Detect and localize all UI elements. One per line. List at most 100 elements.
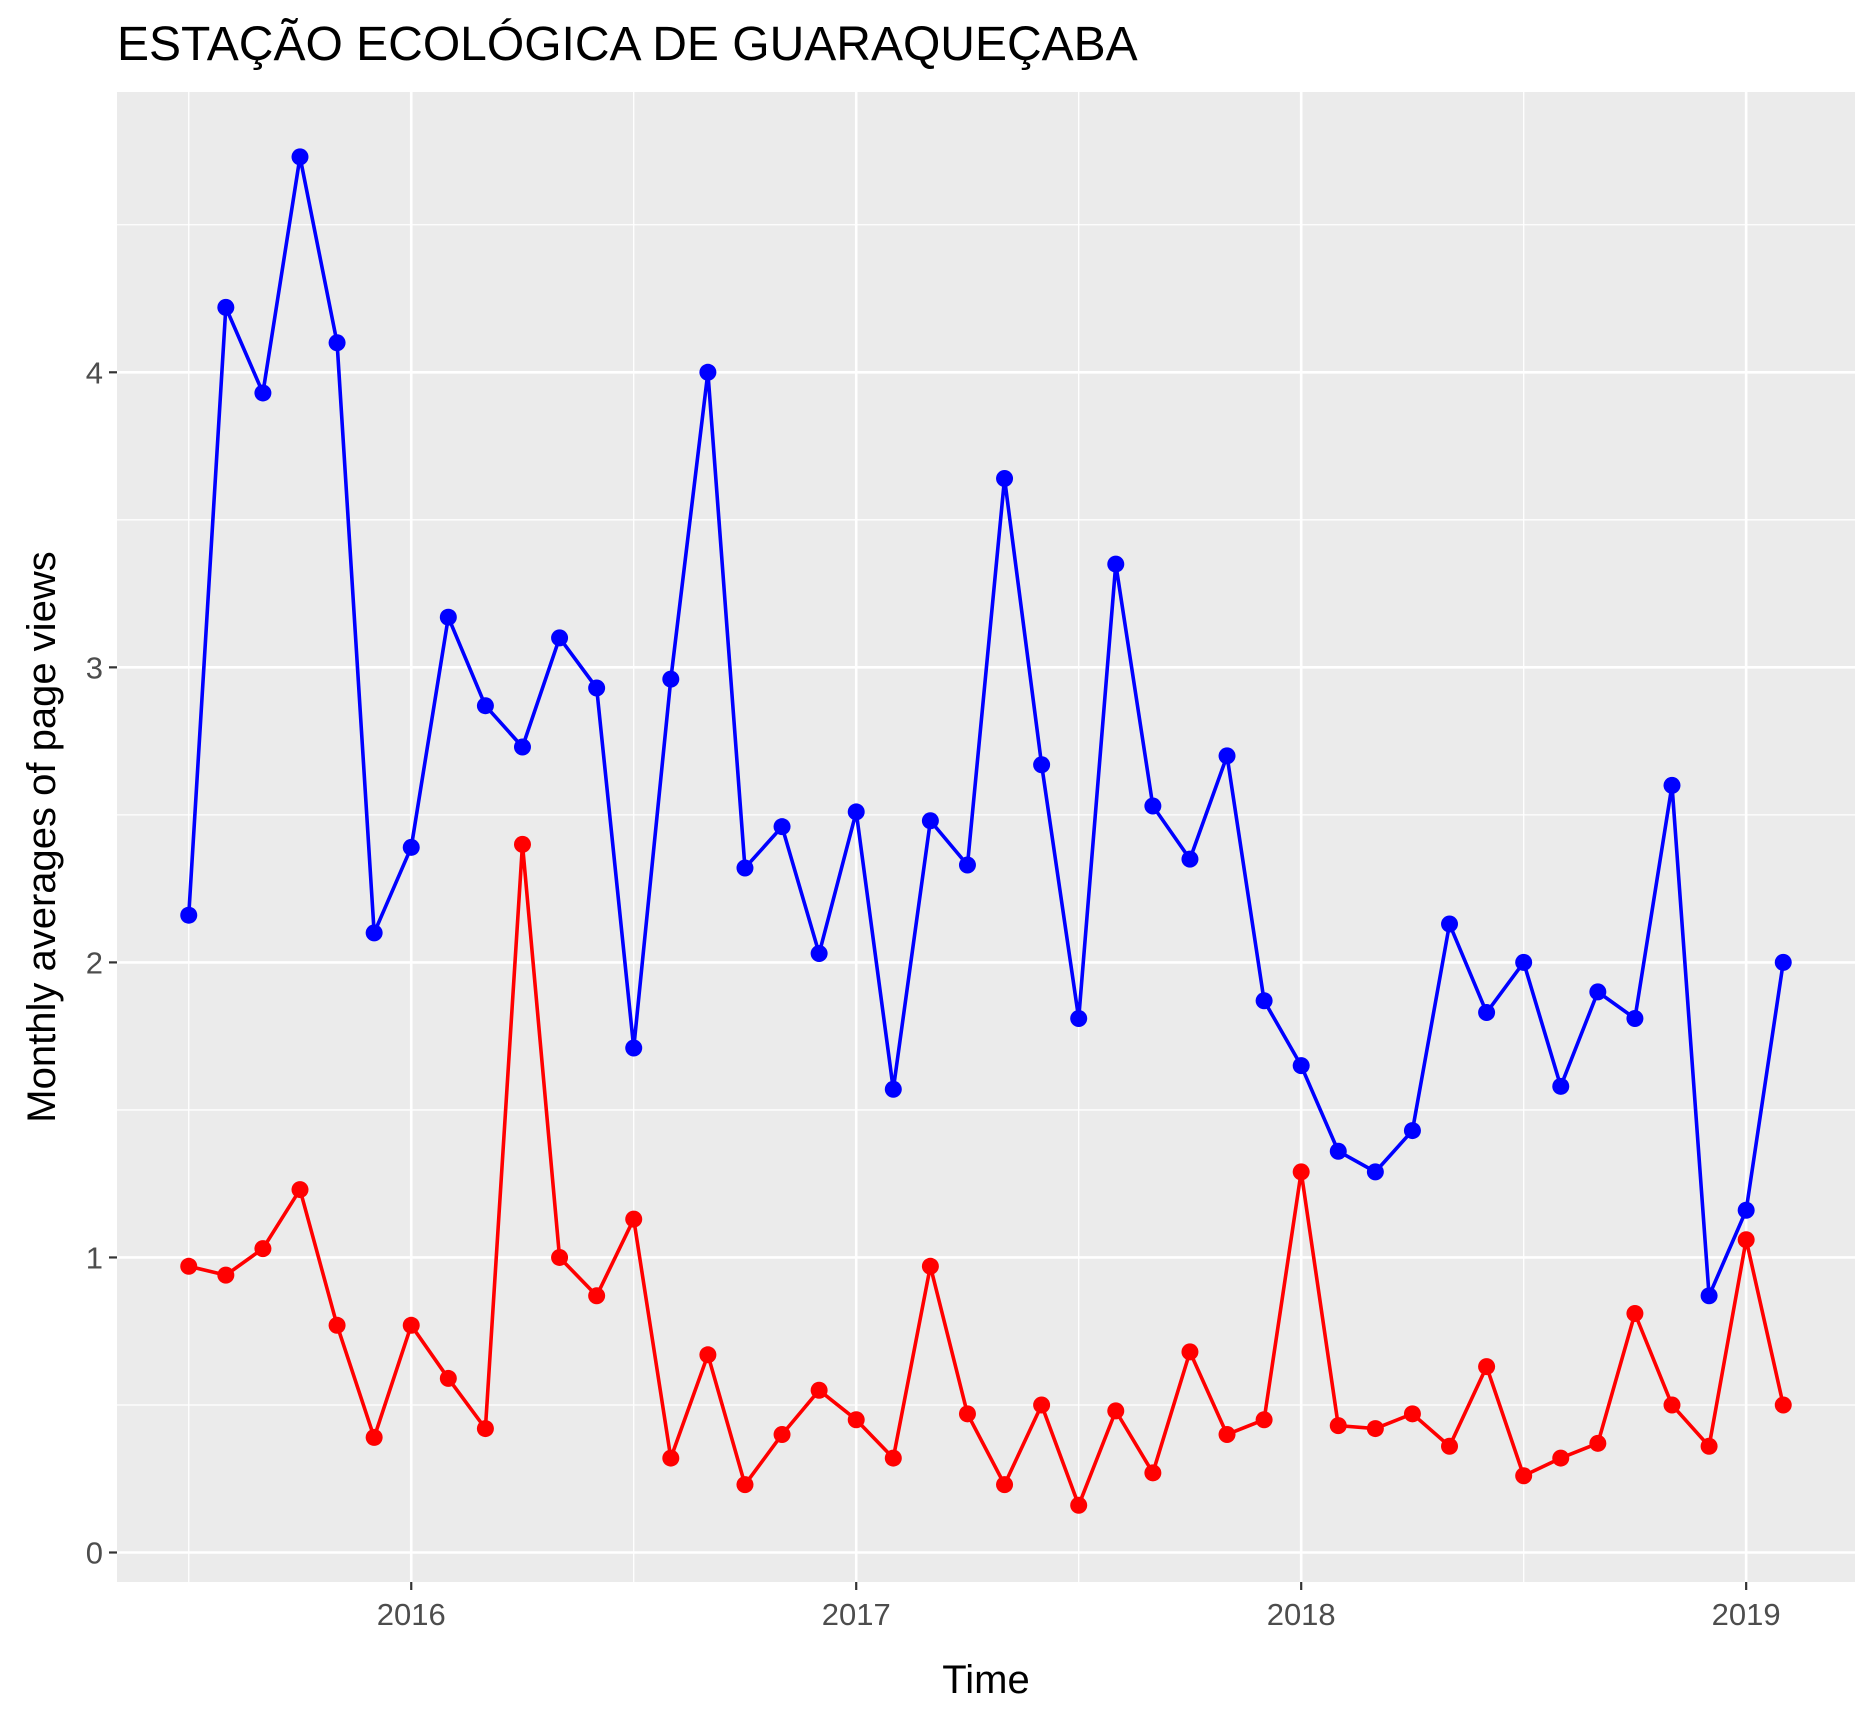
series-1-point	[1700, 1437, 1718, 1455]
series-0-point	[1626, 1009, 1644, 1027]
series-1-point	[1441, 1437, 1459, 1455]
series-0-point	[699, 363, 717, 381]
x-tick-label: 2017	[822, 1597, 891, 1632]
series-0-point	[1515, 953, 1533, 971]
series-0-point	[291, 148, 309, 166]
series-1-point	[1033, 1396, 1051, 1414]
series-1-point	[1144, 1464, 1162, 1482]
series-1-point	[1663, 1396, 1681, 1414]
y-tick-label: 1	[86, 1240, 103, 1275]
series-1-point	[699, 1346, 717, 1364]
series-1-point	[588, 1287, 606, 1305]
series-1-point	[402, 1316, 420, 1334]
series-1-point	[1292, 1163, 1310, 1181]
series-0-point	[1552, 1077, 1570, 1095]
series-0-point	[551, 629, 569, 647]
series-layer	[180, 148, 1792, 1514]
x-tick-label: 2019	[1712, 1597, 1781, 1632]
series-0-point	[662, 670, 680, 688]
series-0-point	[439, 608, 457, 626]
series-1-point	[884, 1449, 902, 1467]
series-1-point	[1478, 1358, 1496, 1376]
series-1-point	[254, 1240, 272, 1258]
series-1-point	[1552, 1449, 1570, 1467]
series-0-point	[996, 470, 1014, 488]
series-0-point	[1033, 756, 1051, 774]
series-0-point	[1403, 1122, 1421, 1140]
y-tick-label: 4	[86, 355, 103, 390]
x-tick-label: 2018	[1267, 1597, 1336, 1632]
series-1-point	[736, 1476, 754, 1494]
series-0-point	[365, 924, 383, 942]
series-0-point	[1774, 953, 1792, 971]
series-0-point	[1663, 776, 1681, 794]
series-1-point	[1515, 1467, 1533, 1485]
minor-grid	[117, 92, 1855, 1582]
series-1-point	[847, 1411, 865, 1429]
series-1-point	[1181, 1343, 1199, 1361]
series-0-point	[1255, 992, 1273, 1010]
series-1-point	[773, 1425, 791, 1443]
series-0-point	[1478, 1004, 1496, 1022]
y-tick-label: 3	[86, 650, 103, 685]
series-0-point	[625, 1039, 643, 1057]
series-0-point	[402, 838, 420, 856]
series-1-point	[958, 1405, 976, 1423]
series-1-point	[1589, 1434, 1607, 1452]
series-1-point	[1329, 1417, 1347, 1435]
series-0-point	[328, 334, 346, 352]
series-1-point	[1774, 1396, 1792, 1414]
y-axis-title: Monthly averages of page views	[20, 551, 64, 1122]
series-0-point	[736, 859, 754, 877]
series-0-point	[958, 856, 976, 874]
series-0-point	[1144, 797, 1162, 815]
series-0-point	[847, 803, 865, 821]
series-0-point	[1070, 1009, 1088, 1027]
series-1-point	[439, 1369, 457, 1387]
y-tick-label: 2	[86, 945, 103, 980]
series-0-point	[773, 818, 791, 836]
series-1-point	[1366, 1420, 1384, 1438]
series-1-point	[365, 1428, 383, 1446]
series-1-point	[1107, 1402, 1125, 1420]
series-0-point	[1441, 915, 1459, 933]
series-0-point	[1329, 1142, 1347, 1160]
series-1-point	[476, 1420, 494, 1438]
series-0-point	[513, 738, 531, 756]
series-0-point	[476, 697, 494, 715]
series-0-point	[217, 298, 235, 316]
series-0-point	[921, 812, 939, 830]
series-1-point	[1070, 1496, 1088, 1514]
series-1-point	[1255, 1411, 1273, 1429]
axes: 0 1 2 3 4 2016 2017 2018 2019	[86, 355, 1781, 1632]
series-1-point	[1403, 1405, 1421, 1423]
series-0-point	[1589, 983, 1607, 1001]
series-1-point	[996, 1476, 1014, 1494]
series-0-point	[180, 906, 198, 924]
series-0-point	[810, 945, 828, 963]
series-1-point	[551, 1248, 569, 1266]
series-1-point	[180, 1257, 198, 1275]
series-1-point	[1626, 1305, 1644, 1322]
chart-title: ESTAÇÃO ECOLÓGICA DE GUARAQUEÇABA	[117, 17, 1138, 71]
series-0-line	[186, 155, 1786, 1298]
series-1-point	[217, 1266, 235, 1284]
series-0-point	[1366, 1163, 1384, 1181]
series-1-point	[1737, 1231, 1755, 1249]
series-0-point	[1218, 747, 1236, 765]
series-0-point	[1292, 1057, 1310, 1075]
series-1-line	[188, 842, 1786, 1508]
series-1-point	[662, 1449, 680, 1467]
series-0-point	[1737, 1201, 1755, 1219]
series-0-point	[1181, 850, 1199, 868]
x-tick-label: 2016	[377, 1597, 446, 1632]
series-0-point	[884, 1080, 902, 1098]
series-1-point	[513, 835, 531, 853]
series-0-point	[1700, 1287, 1718, 1305]
plot-panel	[117, 92, 1855, 1582]
series-0-point	[588, 679, 606, 697]
series-0-point	[1107, 555, 1125, 573]
series-1-point	[1218, 1425, 1236, 1443]
series-1-point	[921, 1257, 939, 1275]
